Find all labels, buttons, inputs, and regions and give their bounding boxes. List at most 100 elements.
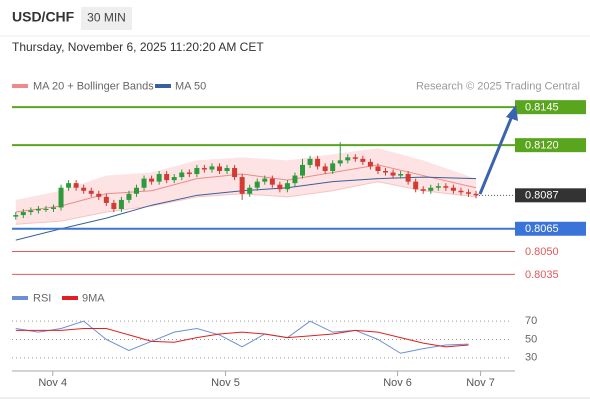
candle-body — [118, 199, 124, 209]
candle-body — [20, 212, 26, 216]
candle-body — [383, 171, 388, 173]
candle-body — [413, 181, 419, 190]
candle-body — [269, 178, 275, 185]
candle-body — [164, 174, 170, 181]
candle-body — [428, 187, 434, 191]
candle-body — [186, 172, 192, 175]
candle-body — [111, 202, 117, 209]
candle-body — [171, 177, 177, 181]
candle-body — [277, 184, 283, 190]
legend-swatch — [155, 84, 171, 88]
candle-body — [337, 160, 343, 164]
rsi-tick-label: 50 — [525, 333, 537, 345]
level-label: 0.8035 — [525, 269, 559, 281]
rsi-line — [15, 328, 469, 348]
legend-label: RSI — [33, 292, 51, 304]
candle-body — [398, 174, 404, 176]
x-tick-label: Nov 5 — [211, 377, 240, 389]
candle-body — [405, 174, 411, 182]
levels-layer: 0.8145 0.8120 0.8087 0.8065 0.8050 0.8035 — [12, 100, 586, 281]
level-box — [515, 221, 586, 236]
date: Thursday, November 6, 2025 11:20:20 AM C… — [12, 40, 264, 54]
candle-body — [247, 187, 253, 194]
candle-body — [345, 157, 351, 161]
bollinger-band — [15, 148, 477, 225]
symbol: USD/CHF — [12, 9, 75, 25]
legend-label: MA 50 — [175, 80, 206, 92]
candle-body — [232, 167, 238, 178]
candle-body — [149, 178, 155, 182]
candle-body — [300, 164, 305, 176]
candle-body — [194, 167, 200, 175]
candle-body — [88, 190, 94, 194]
candle-body — [435, 186, 441, 188]
x-tick-label: Nov 6 — [383, 377, 412, 389]
candle-body — [156, 174, 162, 182]
candle-body — [239, 177, 245, 194]
candle-body — [292, 175, 298, 184]
candle-body — [360, 158, 366, 162]
candle-body — [367, 161, 373, 167]
x-tick-label: Nov 7 — [466, 377, 495, 389]
candle-body — [96, 193, 102, 197]
candle-body — [330, 163, 336, 171]
candle-body — [66, 183, 72, 188]
candle-body — [224, 167, 230, 171]
level-label: 0.8065 — [525, 223, 559, 235]
price-box — [515, 188, 586, 203]
candle-body — [390, 172, 396, 176]
candle-body — [254, 181, 260, 188]
candle-body — [81, 187, 87, 191]
candle-body — [217, 166, 222, 171]
candle-body — [262, 178, 268, 182]
candle-body — [103, 196, 109, 203]
candle-body — [315, 158, 321, 167]
rsi-layer: 30 50 70 — [12, 315, 537, 364]
rsi-line — [15, 320, 469, 354]
candle-body — [209, 166, 215, 170]
rsi-tick-label: 30 — [525, 352, 537, 364]
candle-body — [58, 187, 64, 208]
forecast-arrow-head — [506, 105, 518, 121]
level-label: 0.8120 — [525, 140, 559, 152]
candle-body — [43, 209, 49, 210]
candle-body — [73, 183, 79, 188]
candle-body — [28, 210, 34, 213]
forecast-arrow — [478, 115, 514, 195]
legend-swatch — [12, 296, 28, 300]
candle-body — [443, 186, 449, 188]
candle-body — [375, 166, 381, 171]
level-label: 0.8145 — [525, 102, 559, 114]
timeframe[interactable]: 30 MIN — [87, 11, 126, 25]
candle-body — [322, 166, 328, 171]
candle-body — [420, 189, 426, 191]
level-box — [515, 138, 586, 153]
level-label: 0.8050 — [525, 246, 559, 258]
candle-body — [134, 187, 139, 194]
legend-swatch — [12, 84, 28, 88]
candle-body — [458, 190, 464, 193]
candle-body — [35, 209, 41, 211]
candle-body — [179, 172, 185, 178]
timeframe-box[interactable] — [81, 7, 132, 30]
candle-body — [284, 183, 290, 190]
legend-label: 9MA — [82, 292, 105, 304]
legend-swatch — [62, 296, 78, 300]
candle-body — [201, 167, 207, 170]
candle-body — [141, 178, 147, 188]
candle-body — [466, 192, 471, 194]
candle-body — [473, 193, 479, 196]
candle-body — [126, 193, 132, 200]
candle-body — [307, 158, 313, 165]
candles-layer — [13, 142, 479, 220]
legend-label: MA 20 + Bollinger Bands — [33, 80, 154, 92]
price-label: 0.8087 — [525, 190, 559, 202]
level-box — [515, 100, 586, 115]
candle-body — [352, 157, 358, 159]
x-tick-label: Nov 4 — [38, 377, 67, 389]
candle-body — [51, 207, 56, 209]
x-axis: Nov 4 Nov 5 Nov 6 Nov 7 — [0, 370, 590, 399]
candle-body — [13, 215, 19, 217]
rsi-tick-label: 70 — [525, 315, 537, 327]
